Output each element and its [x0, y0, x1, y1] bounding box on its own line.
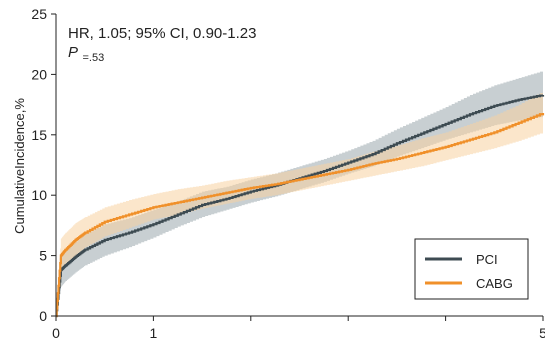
y-axis-title: CumulativeIncidence,%	[12, 98, 27, 234]
legend-label-cabg: CABG	[476, 276, 513, 291]
y-tick-label: 20	[31, 66, 47, 82]
y-tick-label: 25	[31, 6, 47, 22]
p-value: =.53	[82, 52, 104, 64]
x-ticks: 0 1 5	[52, 316, 545, 341]
y-tick-label: 15	[31, 127, 47, 143]
series-lines	[55, 94, 545, 318]
x-tick-label: 1	[150, 325, 158, 341]
p-label: P	[68, 44, 78, 61]
x-tick-label: 0	[52, 325, 60, 341]
series-line-pci	[55, 94, 545, 318]
confidence-bands	[56, 70, 543, 316]
confidence-band-pci	[56, 70, 543, 316]
p-value-text: P =.53	[68, 44, 104, 64]
legend-box	[414, 238, 529, 300]
legend: PCI CABG	[414, 238, 529, 300]
y-ticks: 0 5 10 15 20 25	[31, 6, 56, 324]
y-tick-label: 5	[39, 248, 47, 264]
hazard-ratio-text: HR, 1.05; 95% CI, 0.90-1.23	[68, 25, 256, 42]
legend-label-pci: PCI	[476, 252, 498, 267]
y-tick-label: 10	[31, 187, 47, 203]
confidence-band-cabg	[56, 91, 543, 316]
x-tick-label: 5	[539, 325, 545, 341]
annotation: HR, 1.05; 95% CI, 0.90-1.23 P =.53	[68, 25, 256, 64]
y-tick-label: 0	[39, 308, 47, 324]
series-line-cabg	[55, 113, 545, 318]
